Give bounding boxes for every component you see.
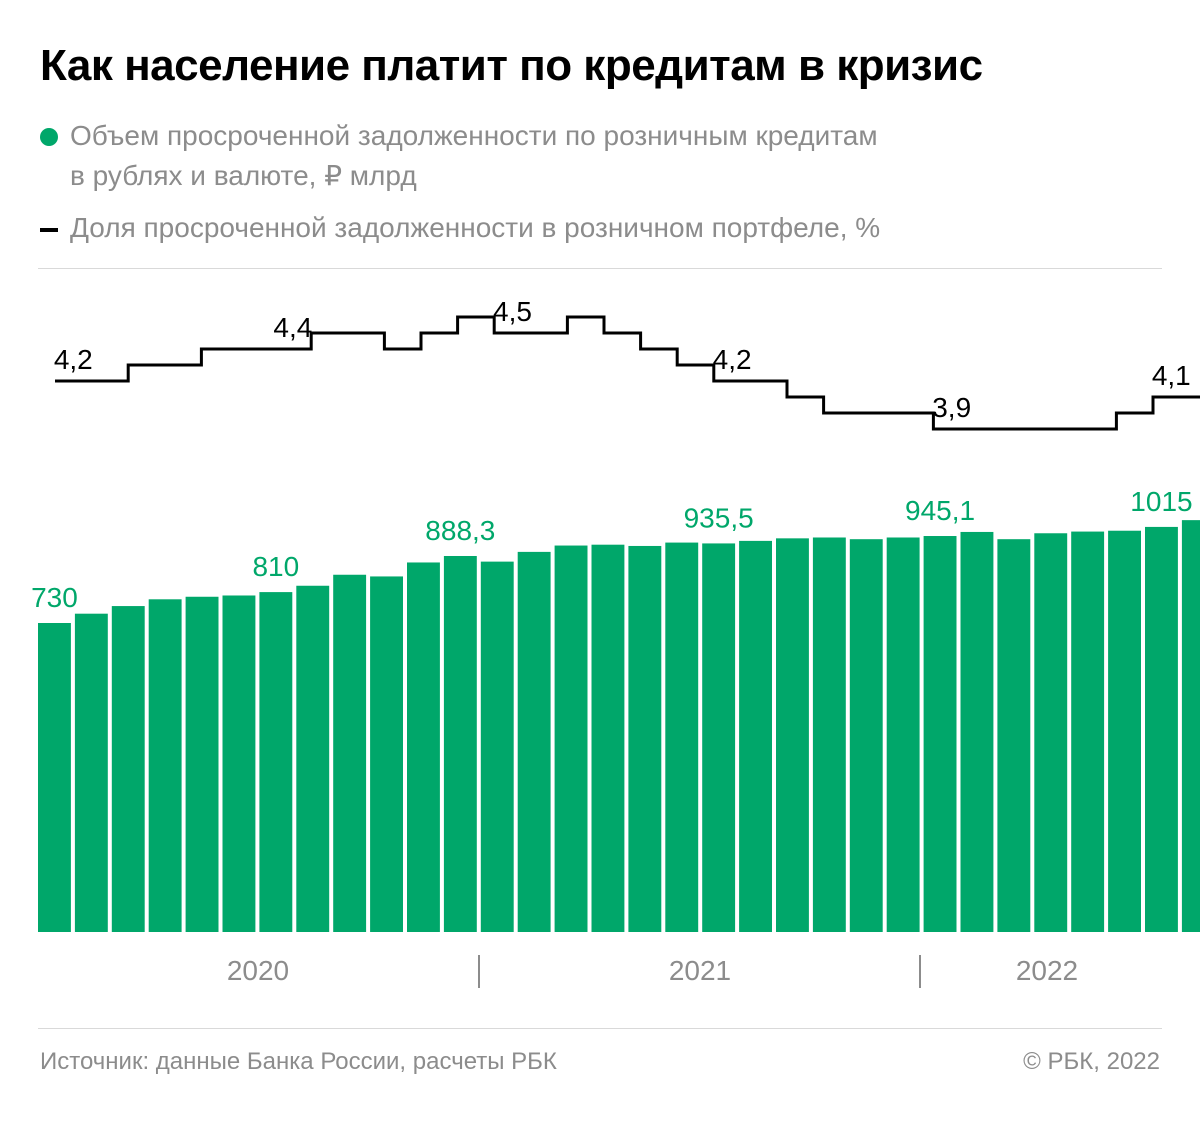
chart-canvas: 730 810 888,3 935,5 945,1 1015 4,2 4,4 4,5 4,2 3,9…: [31, 296, 1200, 988]
bar: [923, 536, 957, 932]
bar: [960, 531, 994, 932]
line-data-label: 3,9: [932, 392, 971, 423]
legend-label-bars-line1: Объем просроченной задолженности по розн…: [70, 120, 878, 151]
legend-item-line: Доля просроченной задолженности в рознич…: [40, 208, 880, 248]
bar: [554, 545, 588, 932]
bar: [333, 574, 367, 932]
bar: [111, 606, 145, 932]
bar: [591, 544, 625, 932]
copyright: © РБК, 2022: [1023, 1048, 1160, 1075]
bar: [1108, 530, 1141, 932]
legend-label-bars-line2: в рублях и валюте, ₽ млрд: [70, 160, 417, 191]
bar: [517, 551, 551, 932]
bar: [849, 539, 883, 932]
top-divider: [38, 268, 1162, 269]
line-data-label: 4,2: [713, 344, 752, 375]
legend-swatch-black-dash: [40, 228, 58, 232]
bar: [185, 596, 219, 932]
legend-swatch-green-dot: [40, 128, 58, 146]
bottom-divider: [38, 1028, 1162, 1029]
legend-item-bars: Объем просроченной задолженности по розн…: [40, 116, 878, 196]
bar-data-label: 935,5: [684, 502, 754, 533]
line-data-label: 4,5: [493, 296, 532, 327]
line-data-label: 4,2: [54, 344, 93, 375]
bar: [665, 542, 699, 932]
bar: [407, 562, 440, 932]
line-data-label: 4,4: [273, 312, 312, 343]
bar: [370, 576, 403, 932]
bar: [38, 623, 71, 932]
bar: [443, 555, 477, 932]
bar: [1181, 520, 1200, 932]
bar: [296, 585, 330, 932]
bar: [259, 592, 293, 932]
x-tick-label-year: 2021: [669, 955, 731, 986]
bar-data-label: 730: [31, 582, 78, 613]
line-data-label: 4,1: [1152, 360, 1191, 391]
bar: [776, 538, 809, 932]
share-line: [55, 315, 1200, 431]
bar: [148, 599, 182, 932]
bar: [812, 537, 846, 932]
source-note: Источник: данные Банка России, расчеты Р…: [40, 1048, 557, 1075]
bar-data-label: 888,3: [425, 515, 495, 546]
bar-data-label: 1015: [1130, 486, 1192, 517]
bar: [886, 537, 920, 932]
bar: [997, 539, 1031, 932]
bar: [628, 545, 662, 932]
bar-data-label: 810: [252, 551, 299, 582]
bar: [1071, 531, 1105, 932]
bar: [739, 540, 772, 932]
bar: [702, 543, 736, 932]
bar: [222, 595, 256, 932]
bar-data-label: 945,1: [905, 495, 975, 526]
x-tick-label-year: 2020: [227, 955, 289, 986]
bar: [74, 613, 108, 932]
legend-label-line: Доля просроченной задолженности в рознич…: [70, 212, 881, 243]
bar: [1034, 533, 1068, 932]
chart-title: Как население платит по кредитам в кризи…: [40, 41, 983, 90]
x-tick-label-year: 2022: [1016, 955, 1078, 986]
bar: [1145, 526, 1178, 932]
bar: [480, 561, 514, 932]
